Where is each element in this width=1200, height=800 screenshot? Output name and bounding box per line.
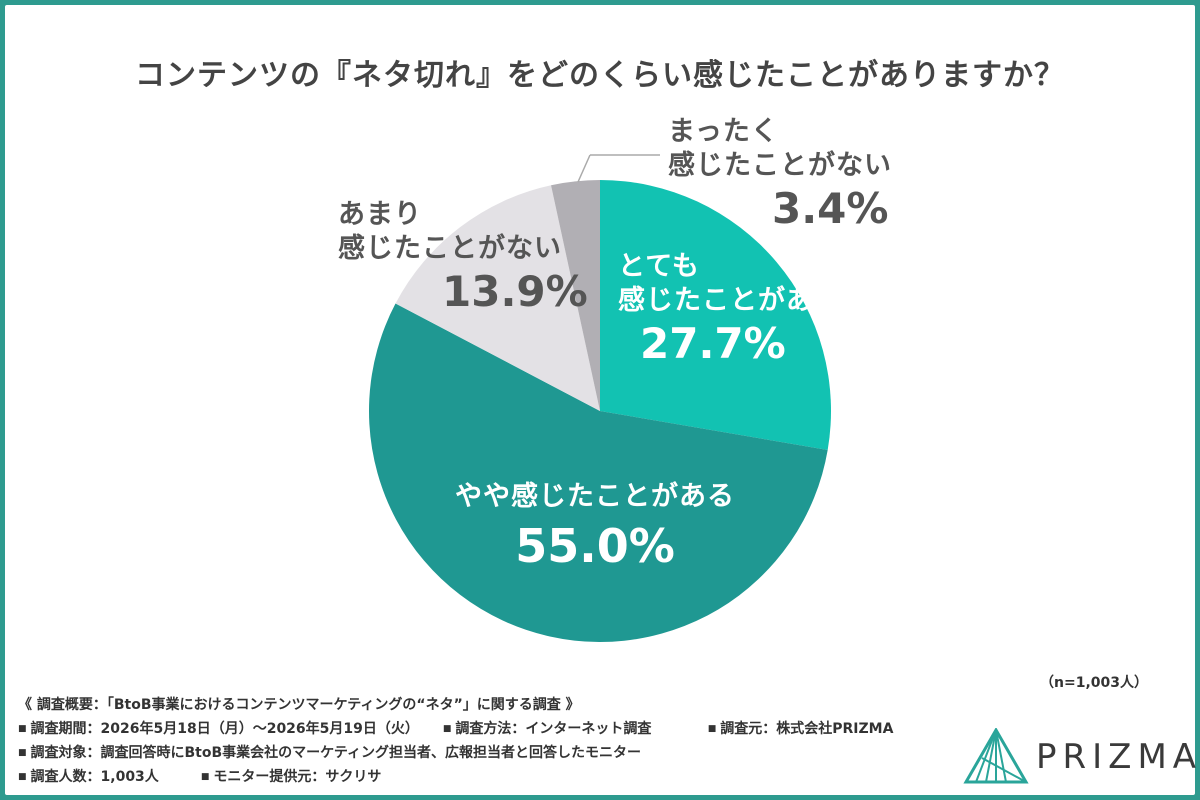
slice-label-s3-line1: まったく (668, 116, 779, 147)
slice-label-s0-line2: 感じたことがある (618, 284, 842, 316)
pie-slice-1 (368, 303, 828, 643)
survey-count: 調査人数：1,003人 (30, 769, 159, 785)
slice-value-s2: 13.9% (442, 266, 588, 316)
bullet-icon: ■ (442, 724, 452, 734)
survey-heading: 《 調査概要：「BtoB事業におけるコンテンツマーケティングの“ネタ”」に関する… (18, 697, 580, 713)
slice-label-s1: やや感じたことがある 55.0% (430, 480, 760, 575)
slice-label-s1-line1: やや感じたことがある (455, 481, 735, 512)
slice-label-s2: あまり 感じたことがない 13.9% (338, 198, 588, 318)
slice-label-s3-line2: 感じたことがない (668, 149, 892, 181)
slice-label-s2-line1: あまり (338, 199, 422, 230)
bullet-icon: ■ (200, 772, 210, 782)
slice-label-s0-line1: とても (618, 251, 700, 282)
survey-source: 調査元：株式会社PRIZMA (720, 721, 894, 737)
slice-label-s2-line2: 感じたことがない (338, 232, 562, 264)
pie-slice-2 (395, 185, 600, 411)
chart-title: コンテンツの『ネタ切れ』をどのくらい感じたことがありますか？ (135, 58, 1065, 93)
survey-target: 調査対象：調査回答時にBtoB事業会社のマーケティング担当者、広報担当者と回答し… (30, 745, 642, 761)
pie-slice-3 (551, 180, 600, 411)
slice-label-s3: まったく 感じたことがない 3.4% (668, 115, 892, 235)
slice-value-s1: 55.0% (515, 518, 675, 573)
survey-provider: モニター提供元：サクリサ (213, 769, 382, 785)
slice-value-s3: 3.4% (772, 183, 889, 233)
survey-period: 調査期間：2026年5月18日（月）〜2026年5月19日（火） (30, 721, 419, 737)
bullet-icon: ■ (18, 748, 27, 758)
prizma-logo-icon (963, 728, 1029, 784)
bullet-icon: ■ (18, 772, 27, 782)
survey-method: 調査方法：インターネット調査 (455, 721, 652, 737)
slice-label-s0: とても 感じたことがある 27.7% (618, 250, 842, 370)
bullet-icon: ■ (707, 724, 717, 734)
slice-value-s0: 27.7% (640, 318, 786, 368)
survey-summary: 《 調査概要：「BtoB事業におけるコンテンツマーケティングの“ネタ”」に関する… (18, 693, 893, 789)
leader-line (577, 154, 591, 183)
sample-size-note: （n=1,003人） (1040, 675, 1148, 691)
pie-slice-0 (600, 180, 831, 451)
bullet-icon: ■ (18, 724, 27, 734)
prizma-logo-text: PRIZMA (1036, 737, 1200, 777)
